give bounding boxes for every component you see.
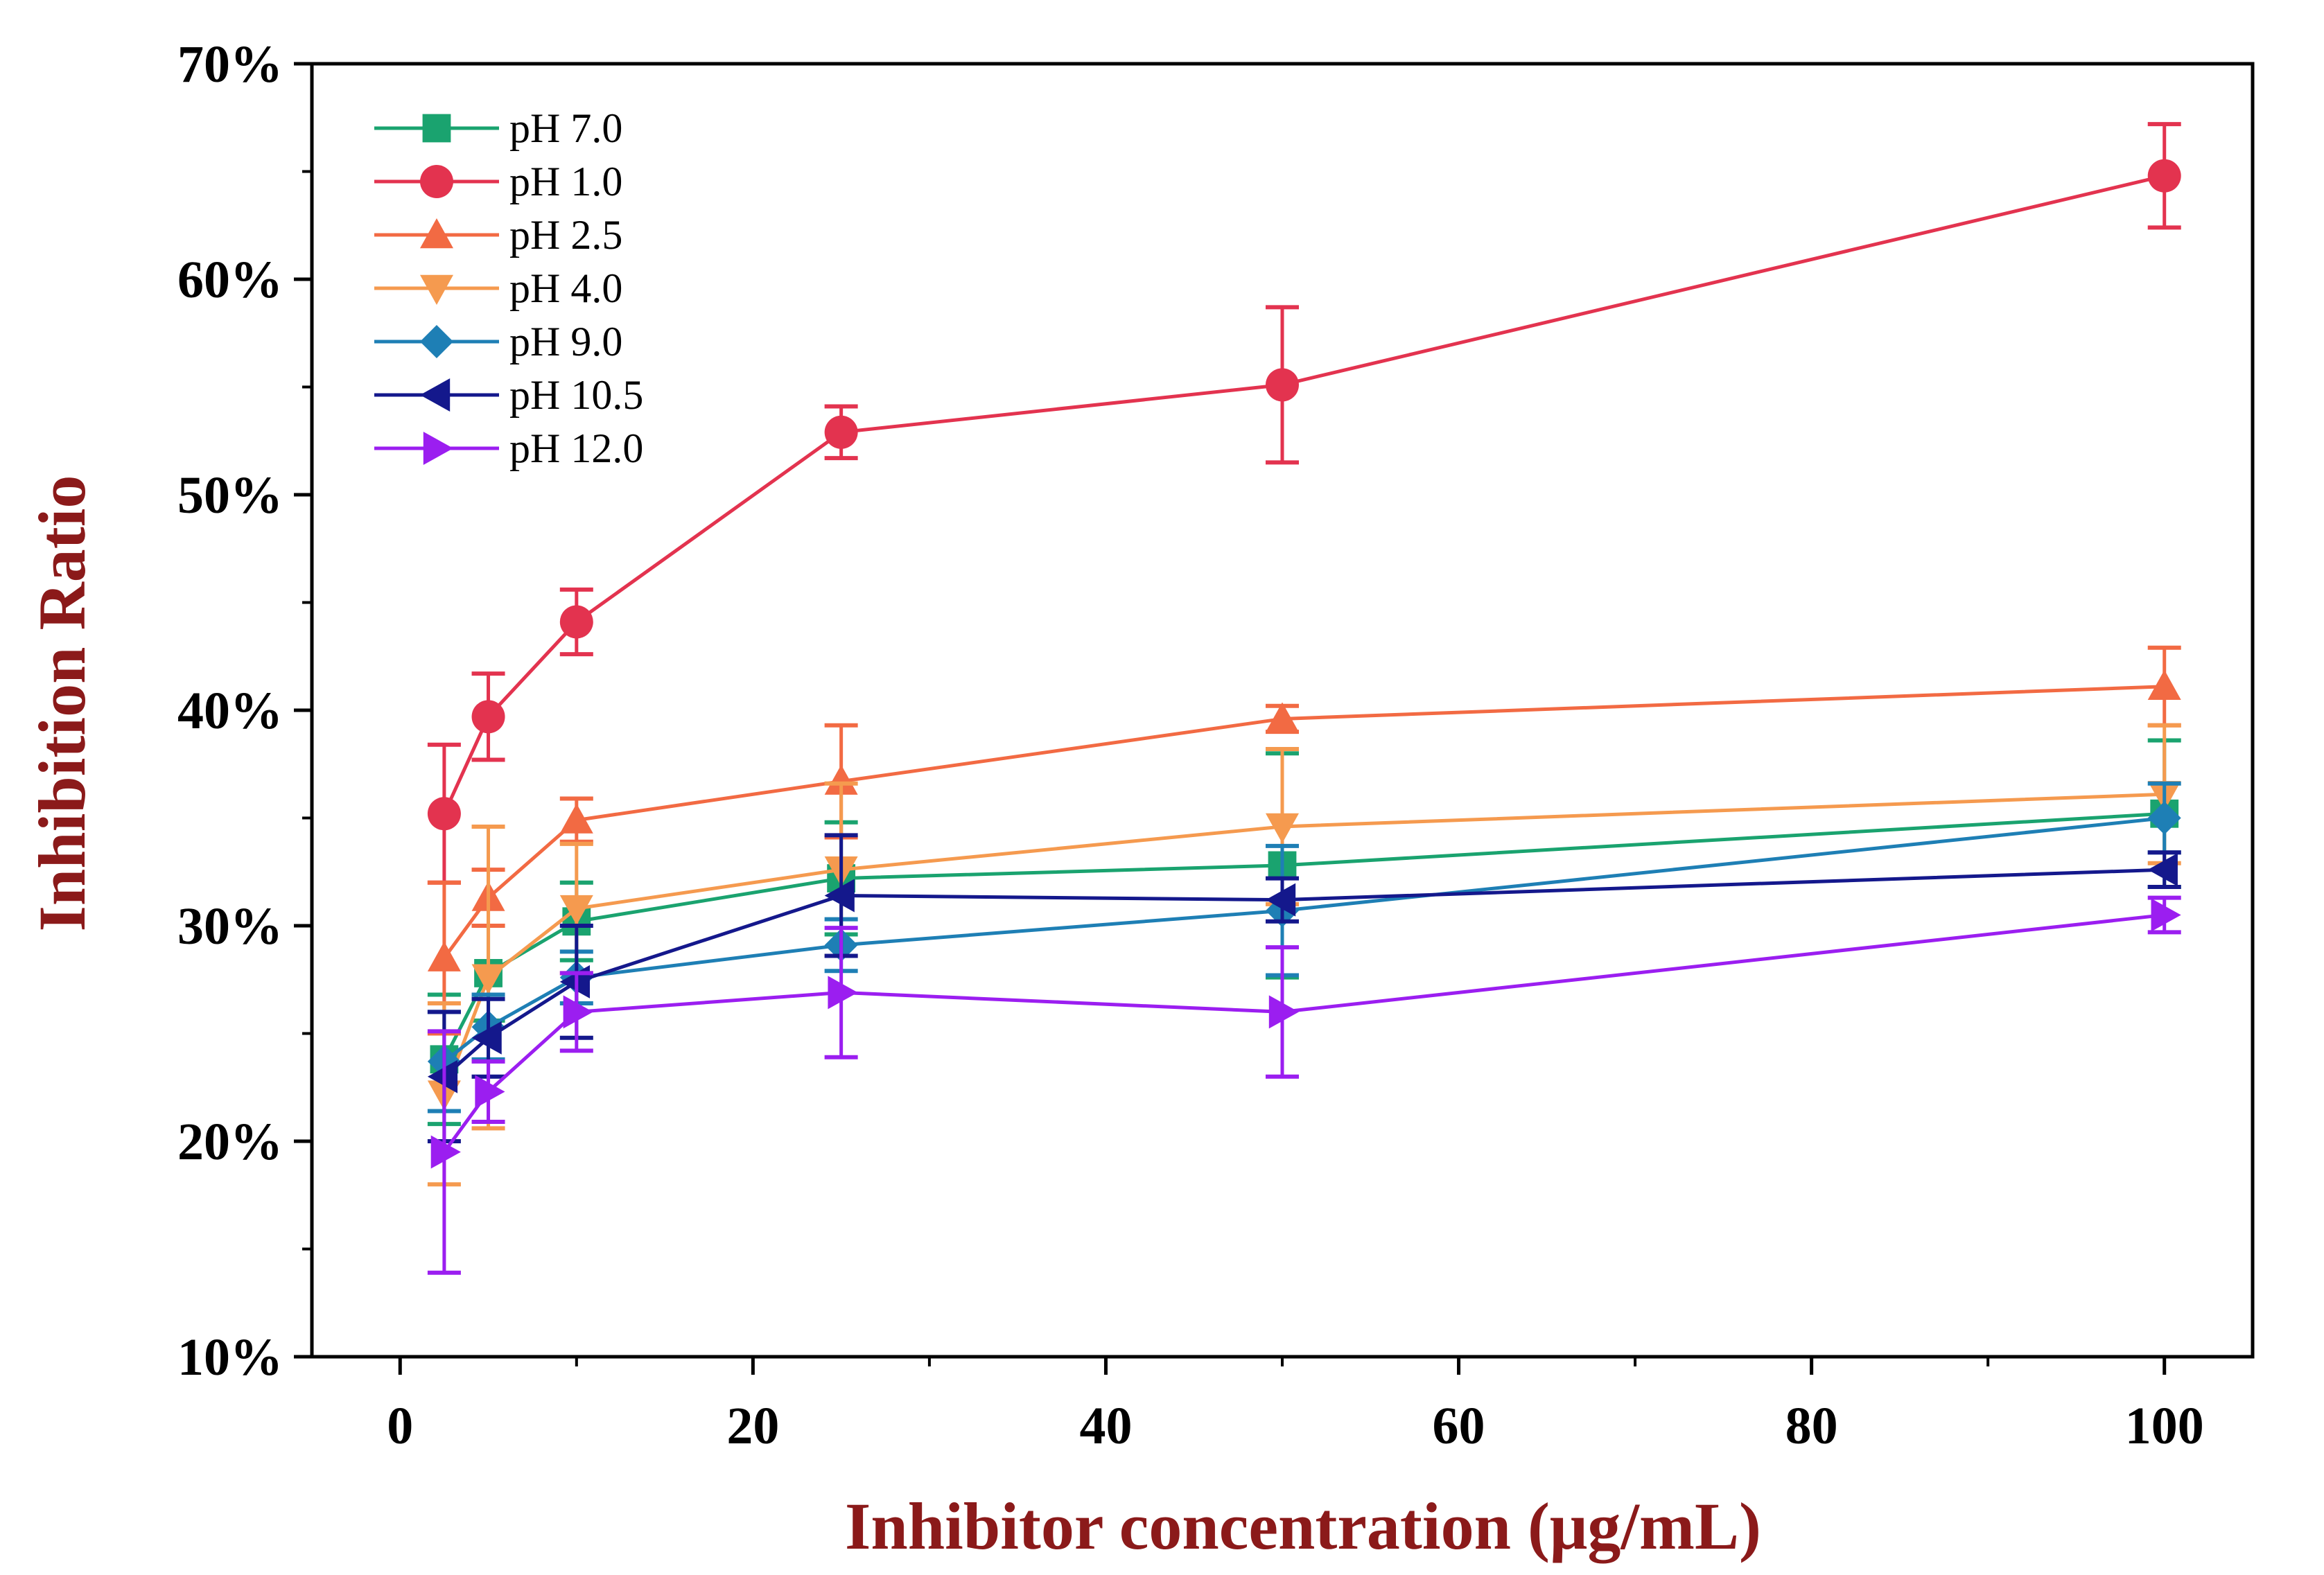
series-line: [442, 913, 2165, 1154]
data-point: [1266, 813, 1299, 843]
legend-label: pH 12.0: [509, 425, 643, 471]
data-point: [1266, 883, 1296, 917]
data-point: [2147, 853, 2178, 887]
y-tick-label: 50%: [177, 466, 283, 525]
legend-marker: [422, 114, 451, 143]
legend-item: pH 7.0: [374, 105, 622, 151]
data-point: [559, 803, 593, 834]
data-point: [563, 995, 593, 1029]
legend-marker: [420, 378, 451, 412]
data-point: [471, 1021, 502, 1055]
data-point: [824, 764, 858, 795]
series-line: [442, 792, 2165, 1095]
x-axis-title: Inhibitor concentration (μg/mL): [845, 1489, 1761, 1563]
legend-item: pH 1.0: [374, 159, 622, 204]
data-point: [427, 797, 461, 831]
data-point: [1266, 702, 1299, 732]
data-point: [1268, 995, 1299, 1029]
y-axis-title: Inhibition Ratio: [25, 475, 99, 932]
data-point: [430, 1135, 461, 1169]
legend-item: pH 2.5: [374, 212, 622, 258]
series-pH-7_0: [427, 738, 2181, 1127]
data-point: [828, 976, 858, 1010]
data-point: [559, 895, 593, 926]
legend-marker: [420, 218, 453, 249]
data-point: [471, 700, 505, 734]
series-pH-9_0: [427, 781, 2181, 1114]
legend-label: pH 9.0: [509, 319, 622, 364]
series-pH-12_0: [427, 895, 2181, 1275]
legend-marker: [420, 165, 453, 198]
series-pH-4_0: [427, 723, 2181, 1187]
y-tick-label: 10%: [177, 1328, 283, 1387]
data-point: [824, 415, 858, 449]
legend-marker: [423, 432, 453, 465]
series-line: [443, 868, 2165, 1078]
legend-label: pH 4.0: [509, 265, 622, 311]
y-tick-label: 60%: [177, 251, 283, 309]
y-tick-label: 70%: [177, 35, 283, 94]
data-point: [475, 1075, 505, 1109]
x-tick-label: 20: [726, 1397, 779, 1455]
x-axis: 0 20 40 60 80 100: [387, 1357, 2204, 1455]
legend-item: pH 12.0: [374, 425, 643, 471]
legend-marker: [420, 325, 453, 358]
x-tick-label: 0: [387, 1397, 413, 1455]
y-tick-label: 40%: [177, 682, 283, 740]
data-point: [1266, 368, 1299, 402]
series-pH-10_5: [427, 833, 2181, 1143]
data-point: [471, 964, 505, 994]
legend-item: pH 10.5: [374, 372, 643, 418]
series-line: [442, 174, 2165, 815]
data-point: [427, 941, 461, 971]
legend-label: pH 10.5: [509, 372, 643, 418]
data-point: [824, 879, 855, 913]
series-pH-2_5: [427, 645, 2181, 1036]
data-point: [2147, 801, 2181, 835]
y-tick-label: 30%: [177, 897, 283, 956]
legend-label: pH 7.0: [509, 105, 622, 151]
data-point: [2147, 669, 2181, 700]
legend-label: pH 1.0: [509, 159, 622, 204]
x-tick-label: 100: [2125, 1397, 2204, 1455]
legend: pH 7.0 pH 1.0 pH 2.5 pH 4.0 pH 9.0 pH 10.5 pH …: [374, 105, 643, 471]
series-layer: [427, 122, 2181, 1275]
legend-marker: [420, 274, 453, 305]
series-pH-1_0: [427, 122, 2181, 885]
series-line: [442, 811, 2165, 1060]
x-tick-label: 60: [1433, 1397, 1485, 1455]
legend-item: pH 9.0: [374, 319, 622, 364]
data-point: [2151, 898, 2181, 932]
x-tick-label: 80: [1785, 1397, 1838, 1455]
y-tick-label: 20%: [177, 1113, 283, 1171]
legend-label: pH 2.5: [509, 212, 622, 258]
x-tick-label: 40: [1079, 1397, 1132, 1455]
series-line: [442, 685, 2165, 960]
data-point: [2147, 159, 2181, 193]
y-axis: 10% 20% 30% 40% 50% 60% 70%: [177, 35, 312, 1387]
data-point: [559, 605, 593, 639]
legend-item: pH 4.0: [374, 265, 622, 311]
